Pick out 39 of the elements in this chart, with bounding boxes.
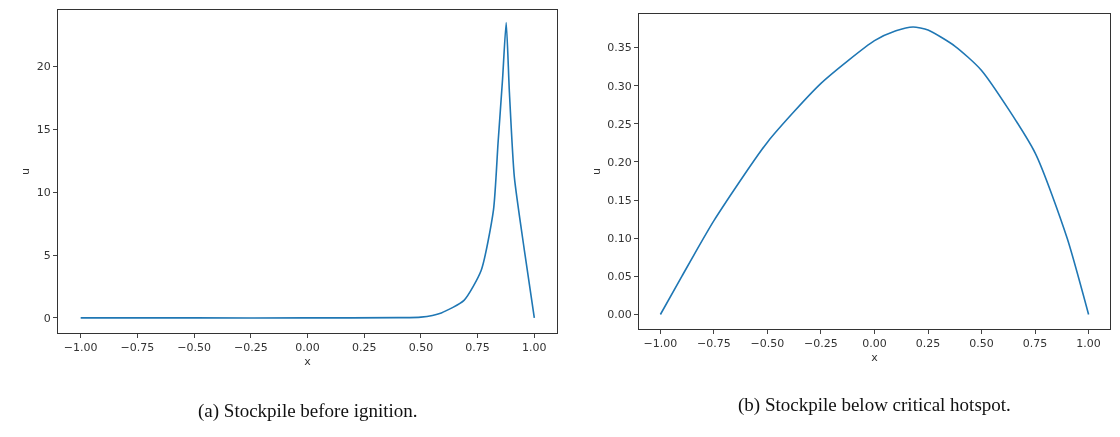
y-tick-label: 0.15 (607, 193, 632, 207)
text: (a) Stockpile before ignition. (198, 400, 418, 422)
x-tick-label: −1.00 (63, 341, 98, 355)
x-tick-label: 1.00 (522, 341, 547, 355)
x-tick-label: 0.00 (862, 337, 887, 351)
y-tick-label: 0.20 (607, 155, 632, 169)
x-tick-label: 1.00 (1076, 337, 1101, 351)
x-tick-label: −0.75 (697, 337, 731, 351)
x-tick-label: 0.00 (295, 341, 320, 355)
line-series (79, 21, 536, 319)
x-tick-label: 0.50 (969, 337, 994, 351)
y-tick-label: 10 (36, 186, 51, 200)
x-tick-label: −0.25 (804, 337, 838, 351)
y-tick-label: 20 (36, 60, 51, 74)
y-tick-label: 5 (43, 248, 51, 262)
line-series (659, 26, 1090, 316)
y-tick-label: 15 (36, 123, 51, 137)
x-tick-label: −0.75 (120, 341, 155, 355)
y-tick-label: 0 (43, 311, 51, 325)
x-tick-label: −0.25 (233, 341, 268, 355)
x-tick-label: 0.25 (915, 337, 941, 351)
y-axis-title: u (589, 168, 603, 175)
x-tick-label: −0.50 (750, 337, 785, 351)
x-tick-label: −0.50 (177, 341, 211, 355)
y-tick-label: 0.05 (607, 270, 632, 284)
x-tick-label: 0.75 (465, 341, 490, 355)
y-axis-title: u (19, 168, 33, 175)
x-tick-label: 0.50 (408, 341, 434, 355)
y-tick-label: 0.35 (607, 41, 632, 55)
y-tick-label: 0.25 (607, 117, 632, 131)
x-axis-title: x (871, 351, 879, 365)
y-tick-label: 0.00 (607, 308, 632, 322)
x-tick-label: 0.25 (351, 341, 377, 355)
x-axis-title: x (304, 355, 312, 369)
y-tick-label: 0.30 (607, 79, 632, 93)
x-tick-label: −1.00 (643, 337, 678, 351)
y-tick-label: 0.10 (607, 232, 632, 246)
x-tick-label: 0.75 (1022, 337, 1048, 351)
text: (b) Stockpile below critical hotspot. (738, 394, 1011, 416)
